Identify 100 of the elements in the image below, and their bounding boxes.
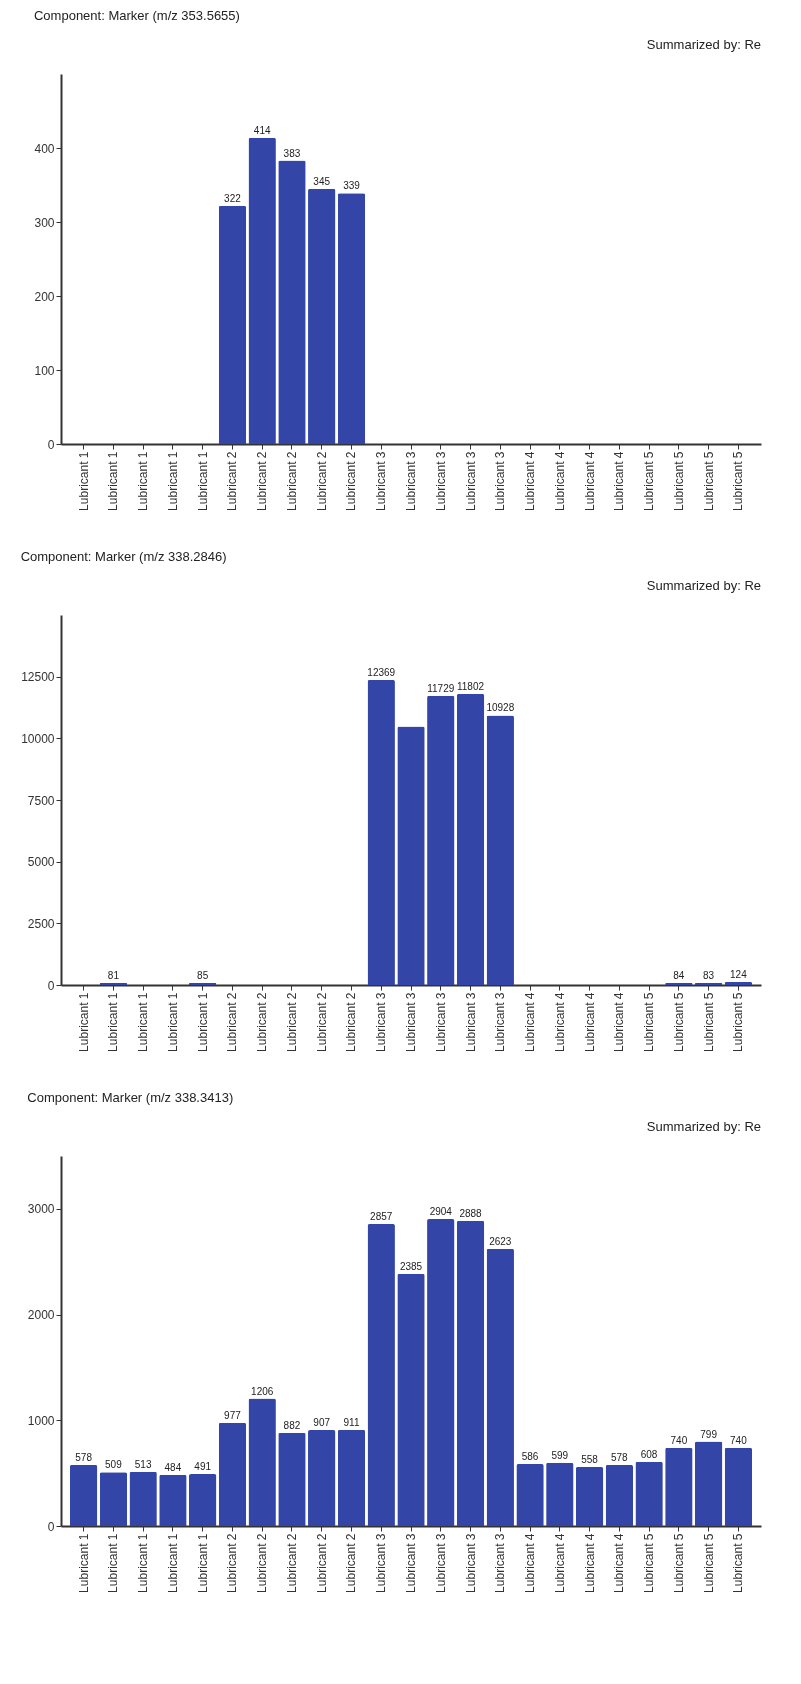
data-label: 578: [75, 1451, 93, 1463]
data-label: 11729: [427, 682, 455, 694]
y-tick-label: 2000: [27, 1308, 55, 1323]
x-tick-label: Lubricant 1: [195, 992, 210, 1052]
x-tick-label: Lubricant 4: [612, 1533, 627, 1593]
data-label: 2623: [489, 1235, 512, 1247]
bar: [456, 1220, 485, 1526]
data-label: 509: [105, 1459, 123, 1471]
data-label: 383: [283, 147, 301, 159]
data-label: 513: [134, 1458, 152, 1470]
x-tick-label: Lubricant 3: [433, 451, 448, 511]
data-label: 740: [730, 1434, 748, 1446]
x-tick-label: Lubricant 2: [255, 1533, 270, 1593]
x-tick-label: Lubricant 5: [701, 1533, 716, 1593]
x-tick-label: Lubricant 5: [642, 992, 657, 1052]
y-tick-label: 0: [47, 978, 55, 993]
x-tick-label: Lubricant 5: [671, 451, 686, 511]
x-tick-label: Lubricant 3: [463, 1533, 478, 1593]
data-label: 11802: [456, 680, 485, 692]
y-tick-label: 0: [47, 437, 55, 452]
x-tick-label: Lubricant 1: [165, 992, 180, 1052]
bar: [665, 1447, 693, 1526]
bar: [159, 1474, 187, 1526]
x-tick-label: Lubricant 2: [284, 1533, 299, 1593]
bar: [605, 1464, 634, 1526]
y-tick-label: 5000: [27, 855, 55, 870]
x-tick-label: Lubricant 2: [284, 992, 299, 1052]
y-tick-label: 2500: [27, 916, 55, 931]
x-tick-label: Lubricant 5: [701, 451, 716, 511]
x-tick-label: Lubricant 2: [314, 992, 329, 1052]
x-tick-label: Lubricant 5: [731, 992, 746, 1052]
chart-title: Component: Marker (m/z 338.2846): [20, 549, 227, 564]
x-tick-label: Lubricant 2: [225, 451, 240, 511]
bar: [188, 1474, 217, 1526]
x-tick-label: Lubricant 1: [136, 992, 151, 1052]
bar: [516, 1464, 544, 1526]
x-tick-label: Lubricant 3: [374, 1533, 389, 1593]
data-label: 84: [673, 969, 685, 981]
x-tick-label: Lubricant 3: [463, 992, 478, 1052]
data-label: 2385: [399, 1260, 423, 1272]
bar: [188, 982, 217, 985]
data-label: 911: [343, 1416, 360, 1428]
data-label: 599: [551, 1449, 569, 1461]
y-tick-label: 7500: [27, 793, 55, 808]
x-tick-label: Lubricant 4: [552, 451, 567, 511]
bar: [278, 160, 306, 444]
x-tick-label: Lubricant 4: [582, 992, 597, 1052]
x-tick-label: Lubricant 4: [523, 992, 538, 1052]
bar: [456, 693, 485, 985]
x-tick-label: Lubricant 2: [225, 1533, 240, 1593]
x-tick-label: Lubricant 1: [195, 451, 210, 511]
x-tick-label: Lubricant 1: [106, 992, 121, 1052]
x-tick-label: Lubricant 1: [165, 1533, 180, 1593]
x-tick-label: Lubricant 1: [195, 1533, 210, 1593]
data-label: 578: [610, 1451, 629, 1463]
x-tick-label: Lubricant 2: [284, 451, 299, 511]
bar: [248, 137, 276, 444]
y-tick-label: 1000: [27, 1413, 55, 1428]
data-label: 799: [700, 1428, 718, 1440]
data-label: 558: [581, 1454, 599, 1466]
chart-subtitle: Summarized by: Re: [646, 37, 761, 52]
x-tick-label: Lubricant 2: [344, 992, 359, 1052]
bar: [427, 1219, 455, 1526]
x-tick-label: Lubricant 5: [731, 1533, 746, 1593]
x-tick-label: Lubricant 3: [463, 451, 478, 511]
y-tick-label: 200: [34, 289, 55, 304]
bar: [308, 1430, 336, 1526]
x-tick-label: Lubricant 2: [344, 451, 359, 511]
bar: [248, 1398, 276, 1526]
bar: [367, 1223, 395, 1526]
data-label: 484: [164, 1461, 182, 1473]
data-label: 740: [670, 1434, 688, 1446]
bar: [367, 679, 395, 985]
chart-subtitle: Summarized by: Re: [646, 578, 761, 593]
bar: [278, 1432, 306, 1526]
y-tick-label: 400: [34, 141, 55, 156]
data-label: 586: [521, 1451, 539, 1463]
data-label: 345: [313, 175, 331, 187]
y-tick-label: 100: [34, 363, 55, 378]
bar: [99, 1472, 128, 1526]
y-tick-label: 300: [34, 215, 55, 230]
bar: [575, 1467, 604, 1526]
x-tick-label: Lubricant 3: [493, 992, 508, 1052]
x-tick-label: Lubricant 3: [493, 451, 508, 511]
x-tick-label: Lubricant 4: [582, 1533, 597, 1593]
x-tick-label: Lubricant 2: [344, 1533, 359, 1593]
x-tick-label: Lubricant 1: [106, 451, 121, 511]
x-tick-label: Lubricant 4: [552, 992, 567, 1052]
data-label: 85: [197, 969, 209, 981]
data-label: 491: [194, 1461, 212, 1473]
data-label: 124: [730, 968, 748, 980]
x-tick-label: Lubricant 4: [552, 1533, 567, 1593]
x-tick-label: Lubricant 1: [165, 451, 180, 511]
bar: [129, 1471, 157, 1526]
x-tick-label: Lubricant 3: [374, 992, 389, 1052]
x-tick-label: Lubricant 1: [76, 451, 91, 511]
data-label: 81: [107, 970, 120, 981]
x-tick-label: Lubricant 2: [255, 992, 270, 1052]
x-tick-label: Lubricant 1: [136, 1533, 151, 1593]
data-label: 2904: [429, 1206, 453, 1218]
